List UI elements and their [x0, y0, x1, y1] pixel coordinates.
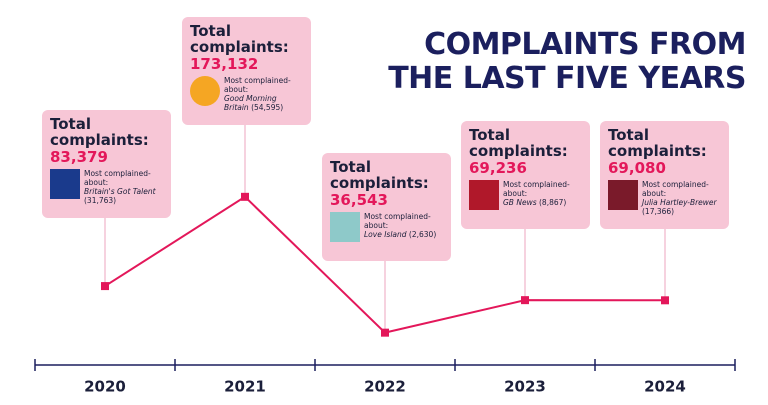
show-count: (8,867): [539, 198, 567, 207]
show-count: (2,630): [408, 230, 437, 239]
show-name: GB News: [503, 198, 537, 207]
annotation-box: Total complaints: 173,132 Most complained-…: [182, 17, 311, 125]
show-line: GB News (8,867): [503, 198, 582, 207]
annotation-box: Total complaints: 83,379 Most complained-a…: [42, 110, 171, 218]
x-tick-label: 2020: [84, 378, 126, 396]
annotation-box: Total complaints: 69,236 Most complained-a…: [461, 121, 590, 229]
x-tick-label: 2021: [224, 378, 266, 396]
show-logo: [469, 180, 499, 210]
show-name: Britain's Got Talent: [84, 187, 156, 196]
annotation-detail: Most complained-about: GB News (8,867): [503, 180, 582, 210]
show-logo: [330, 212, 360, 242]
value-label: 69,080: [608, 159, 666, 177]
annotation-label: Total complaints:: [190, 22, 289, 56]
x-tick-label: 2023: [504, 378, 546, 396]
marker: [381, 328, 389, 337]
marker: [661, 296, 669, 305]
value-label: 173,132: [190, 55, 259, 73]
show-logo: [608, 180, 638, 210]
annotation-sublabel: Most complained-about:: [84, 169, 151, 187]
show-line: Good Morning Britain (54,595): [224, 94, 303, 112]
show-count: (54,595): [251, 103, 284, 112]
annotation-label: Total complaints:: [330, 158, 429, 192]
annotation-label: Total complaints:: [608, 126, 707, 160]
annotation-label: Total complaints:: [50, 115, 149, 149]
show-count: (31,763): [84, 196, 117, 205]
show-count: (17,366): [642, 207, 675, 216]
show-line: Love Island (2,630): [364, 230, 443, 239]
x-tick-label: 2024: [644, 378, 686, 396]
show-name: Julia Hartley-Brewer: [642, 198, 717, 207]
annotation-sublabel: Most complained-about:: [364, 212, 431, 230]
annotation-box: Total complaints: 36,543 Most complained-a…: [322, 153, 451, 261]
value-label: 83,379: [50, 148, 108, 166]
annotation-sublabel: Most complained-about:: [224, 76, 291, 94]
annotation-sublabel: Most complained-about:: [503, 180, 570, 198]
show-line: Julia Hartley-Brewer (17,366): [642, 198, 721, 216]
show-line: Britain's Got Talent (31,763): [84, 187, 163, 205]
annotation-sublabel: Most complained-about:: [642, 180, 709, 198]
annotation-row: Most complained-about: Love Island (2,630…: [330, 212, 443, 242]
annotation-detail: Most complained-about: Love Island (2,630…: [364, 212, 443, 242]
annotation-row: Most complained-about: GB News (8,867): [469, 180, 582, 210]
annotation-box: Total complaints: 69,080 Most complained-a…: [600, 121, 729, 229]
annotation-detail: Most complained-about: Julia Hartley-Brew…: [642, 180, 721, 216]
show-name: Love Island: [364, 230, 407, 239]
annotation-row: Most complained-about: Britain's Got Tale…: [50, 169, 163, 205]
value-label: 36,543: [330, 191, 388, 209]
show-logo: [50, 169, 80, 199]
value-label: 69,236: [469, 159, 527, 177]
show-name: Good Morning Britain: [224, 94, 277, 112]
annotation-row: Most complained-about: Julia Hartley-Brew…: [608, 180, 721, 216]
x-tick-label: 2022: [364, 378, 406, 396]
marker: [521, 296, 529, 305]
marker: [241, 192, 249, 201]
marker: [101, 282, 109, 291]
annotation-detail: Most complained-about: Good Morning Brita…: [224, 76, 303, 112]
show-logo: [190, 76, 220, 106]
annotation-row: Most complained-about: Good Morning Brita…: [190, 76, 303, 112]
chart-title: COMPLAINTS FROM THE LAST FIVE YEARS: [388, 27, 746, 96]
annotation-label: Total complaints:: [469, 126, 568, 160]
annotation-detail: Most complained-about: Britain's Got Tale…: [84, 169, 163, 205]
